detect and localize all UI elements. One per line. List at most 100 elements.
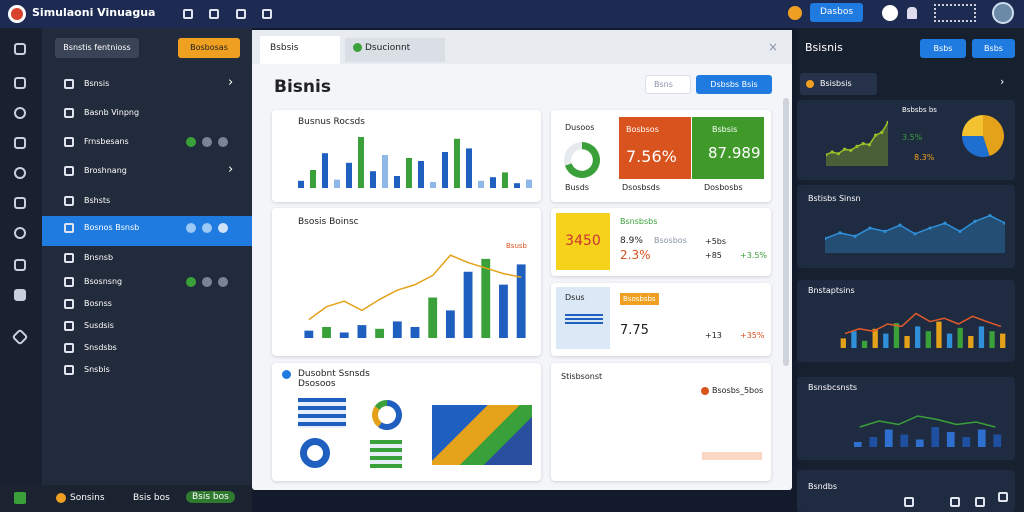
bar <box>962 437 971 447</box>
point <box>843 147 847 151</box>
avatar[interactable] <box>992 2 1014 24</box>
rail-icon[interactable] <box>14 259 26 271</box>
trend-line <box>308 254 522 321</box>
bar <box>893 323 900 348</box>
menu-item[interactable]: Bshsts <box>84 196 111 205</box>
rail-icon[interactable] <box>14 227 26 239</box>
scrollbar[interactable] <box>783 98 789 366</box>
delta: +13 <box>705 331 722 340</box>
bar <box>946 432 955 447</box>
bar <box>883 333 889 348</box>
card-title: Bsndbs <box>808 482 838 491</box>
card-icon[interactable] <box>904 497 914 507</box>
rail-icon[interactable] <box>14 289 26 301</box>
footer-pill[interactable]: Bsis bos <box>186 491 235 503</box>
search-box[interactable]: Bsns <box>645 75 691 94</box>
tab-icon <box>806 80 814 88</box>
point <box>861 142 865 146</box>
bar <box>968 336 974 348</box>
menu-icon <box>64 137 74 147</box>
bar <box>370 171 376 188</box>
bar <box>514 183 520 188</box>
card-icon[interactable] <box>998 492 1008 502</box>
bar <box>931 427 940 447</box>
menu-item[interactable]: Bnsnsb <box>84 253 114 262</box>
right-tab[interactable]: Bsisbsis <box>800 73 877 95</box>
action-button[interactable]: Dsbsbs Bsis <box>696 75 772 94</box>
donut-chart <box>564 142 600 178</box>
point <box>838 231 842 235</box>
card-icon[interactable] <box>950 497 960 507</box>
area-fill <box>826 122 888 166</box>
legend: Bsusb <box>506 242 527 250</box>
card-line: 3.5% <box>902 133 923 142</box>
logo[interactable] <box>8 5 26 23</box>
right-button[interactable]: Bsbs <box>920 39 966 58</box>
kpi-foot: Dosbosbs <box>704 183 743 192</box>
bar <box>463 271 473 338</box>
rail-icon[interactable] <box>14 197 26 209</box>
status-icon[interactable] <box>788 6 802 20</box>
toolbar-icon[interactable] <box>262 9 272 19</box>
trend-line <box>844 312 1002 335</box>
bar <box>490 177 496 188</box>
badge <box>186 137 196 147</box>
point <box>883 229 887 233</box>
top-button[interactable]: Dasbos <box>810 3 863 22</box>
point <box>913 232 917 236</box>
bar <box>478 180 484 188</box>
menu-item[interactable]: Bsnsis <box>84 79 110 88</box>
kpi-tile: 3450 <box>556 213 610 270</box>
tab[interactable]: Bsbsis <box>260 36 340 64</box>
toolbar-icon[interactable] <box>209 9 219 19</box>
footer-icon <box>56 493 66 503</box>
menu-item[interactable]: Bosnss <box>84 299 112 308</box>
bar <box>840 338 846 348</box>
bell-icon[interactable] <box>907 7 917 19</box>
menu-icon <box>64 79 74 89</box>
bar <box>322 326 331 338</box>
combo-chart <box>840 312 1006 348</box>
toolbar-icon[interactable] <box>183 9 193 19</box>
menu-item[interactable]: Bosnos Bsnsb <box>84 223 140 232</box>
close-button[interactable]: × <box>768 40 779 54</box>
menu-icon <box>64 343 74 353</box>
footer-text[interactable]: Bsis bos <box>133 493 170 503</box>
rail-icon[interactable] <box>14 137 26 149</box>
donut-slice <box>374 400 387 410</box>
chevron[interactable]: › <box>1000 75 1005 88</box>
delta: +85 <box>705 251 722 260</box>
footer-text[interactable]: Sonsins <box>70 493 105 503</box>
sidebar-button[interactable]: Bosbosas <box>178 38 240 58</box>
menu-icon <box>64 196 74 206</box>
bar <box>915 439 924 447</box>
sidebar-button[interactable]: Bsnstis fentnioss <box>55 38 139 58</box>
tile-graphic <box>565 314 603 326</box>
rail-icon[interactable] <box>14 107 26 119</box>
bar <box>989 331 995 348</box>
chevron: › <box>228 75 234 90</box>
menu-item[interactable]: Frnsbesans <box>84 137 129 146</box>
bar <box>526 179 532 188</box>
rail-icon[interactable] <box>14 43 26 55</box>
rail-icon[interactable] <box>14 167 26 179</box>
card-title: Busnus Rocsds <box>298 117 365 127</box>
menu-item[interactable]: Snsbis <box>84 365 110 374</box>
rail-icon[interactable] <box>14 77 26 89</box>
toolbar-icon[interactable] <box>236 9 246 19</box>
kpi-value: 2.3% <box>620 248 651 262</box>
menu-item[interactable]: Snsdsbs <box>84 343 117 352</box>
menu-item[interactable]: Bsosnsng <box>84 277 123 286</box>
badge <box>218 277 228 287</box>
bar <box>442 152 448 188</box>
tab[interactable]: Dsucionnt <box>345 38 445 62</box>
point <box>853 234 857 238</box>
card-icon[interactable] <box>975 497 985 507</box>
menu-item[interactable]: Basnb Vinpng <box>84 108 140 117</box>
help-icon[interactable] <box>882 5 898 21</box>
right-button[interactable]: Bsbs <box>972 39 1015 58</box>
badge <box>218 137 228 147</box>
grid-icon[interactable] <box>934 4 976 22</box>
menu-item[interactable]: Susdsis <box>84 321 114 330</box>
menu-item[interactable]: Broshnang <box>84 166 127 175</box>
